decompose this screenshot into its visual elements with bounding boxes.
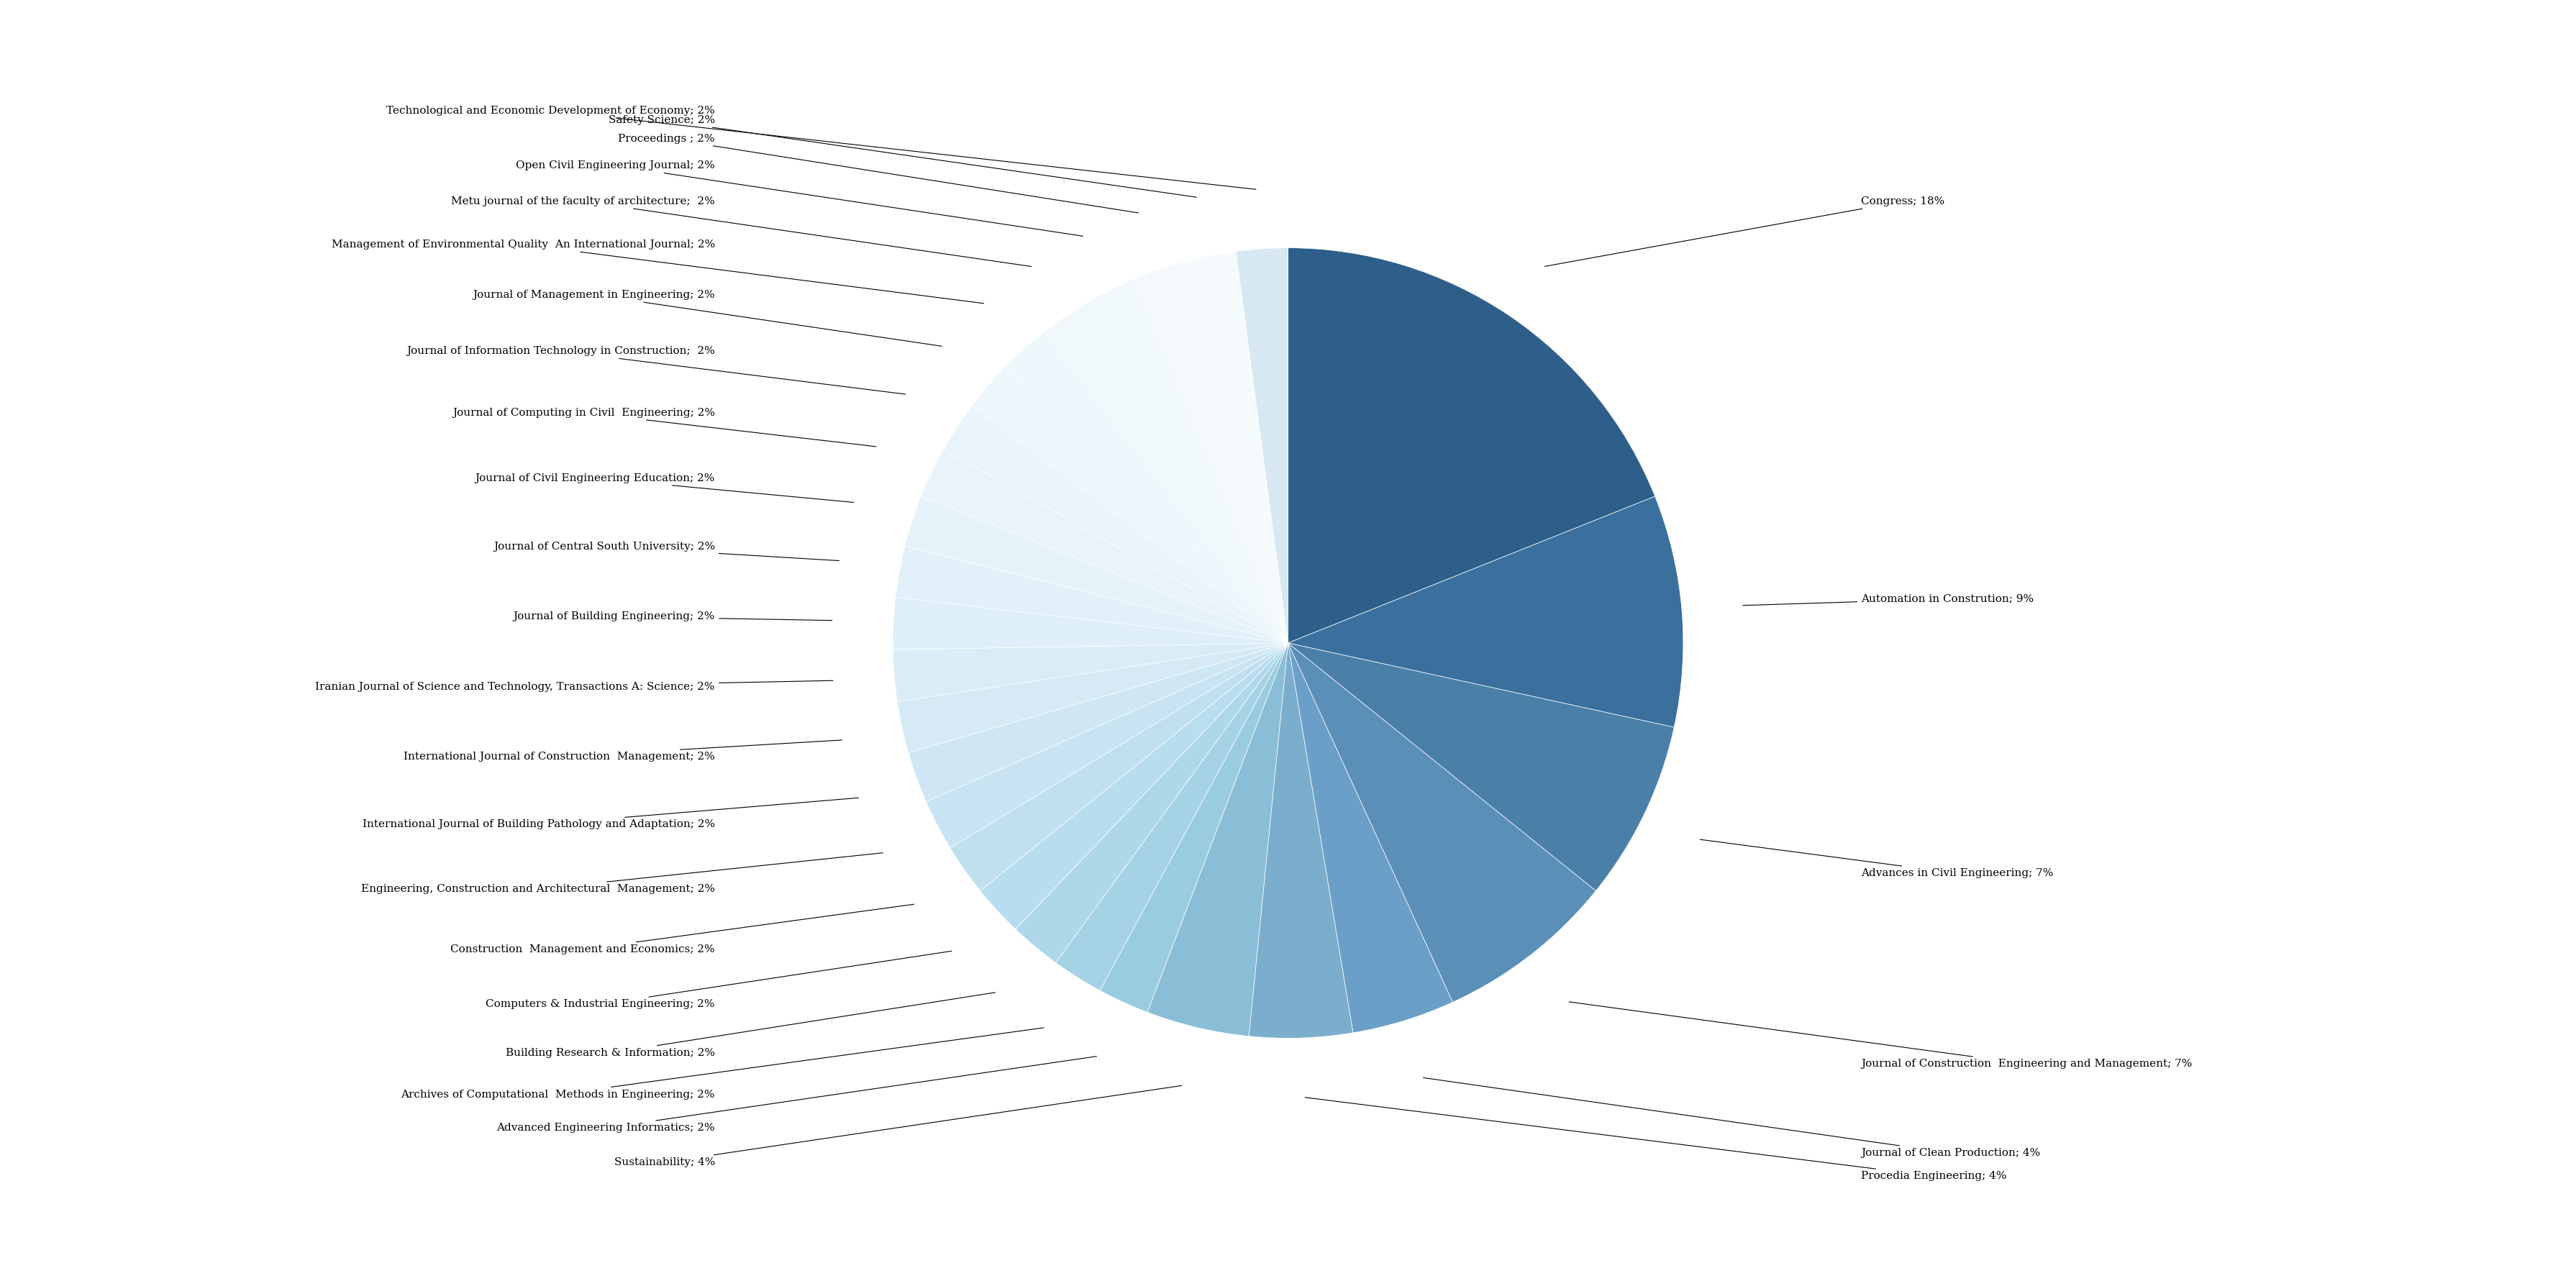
Text: Journal of Information Technology in Construction;  2%: Journal of Information Technology in Con… <box>407 346 907 395</box>
Text: Technological and Economic Development of Economy; 2%: Technological and Economic Development o… <box>386 105 1257 189</box>
Wedge shape <box>894 598 1288 649</box>
Text: Journal of Central South University; 2%: Journal of Central South University; 2% <box>495 541 840 561</box>
Wedge shape <box>894 643 1288 702</box>
Wedge shape <box>1288 643 1595 1002</box>
Text: Construction  Management and Economics; 2%: Construction Management and Economics; 2… <box>451 904 914 954</box>
Text: International Journal of Construction  Management; 2%: International Journal of Construction Ma… <box>404 739 842 761</box>
Wedge shape <box>1100 643 1288 1012</box>
Wedge shape <box>951 643 1288 891</box>
Wedge shape <box>1146 643 1288 1037</box>
Text: Journal of Civil Engineering Education; 2%: Journal of Civil Engineering Education; … <box>474 473 853 503</box>
Text: Journal of Clean Production; 4%: Journal of Clean Production; 4% <box>1425 1078 2040 1157</box>
Text: Procedia Engineering; 4%: Procedia Engineering; 4% <box>1306 1097 2007 1181</box>
Text: Automation in Constrution; 9%: Automation in Constrution; 9% <box>1744 594 2035 606</box>
Wedge shape <box>927 643 1288 847</box>
Wedge shape <box>1046 302 1288 643</box>
Wedge shape <box>922 449 1288 643</box>
Text: Safety Science; 2%: Safety Science; 2% <box>608 114 1195 197</box>
Text: Journal of Building Engineering; 2%: Journal of Building Engineering; 2% <box>513 612 832 621</box>
Wedge shape <box>1007 332 1288 643</box>
Text: Sustainability; 4%: Sustainability; 4% <box>613 1085 1182 1168</box>
Text: Congress; 18%: Congress; 18% <box>1546 197 1945 266</box>
Text: Journal of Computing in Civil  Engineering; 2%: Journal of Computing in Civil Engineerin… <box>453 408 876 446</box>
Text: Iranian Journal of Science and Technology, Transactions A: Science; 2%: Iranian Journal of Science and Technolog… <box>314 680 832 692</box>
Wedge shape <box>1136 261 1288 643</box>
Text: Building Research & Information; 2%: Building Research & Information; 2% <box>505 993 994 1058</box>
Wedge shape <box>1249 643 1352 1038</box>
Wedge shape <box>909 643 1288 801</box>
Text: Metu journal of the faculty of architecture;  2%: Metu journal of the faculty of architect… <box>451 197 1030 266</box>
Text: Computers & Industrial Engineering; 2%: Computers & Industrial Engineering; 2% <box>487 952 951 1010</box>
Wedge shape <box>1185 251 1288 643</box>
Text: Proceedings ; 2%: Proceedings ; 2% <box>618 134 1139 213</box>
Wedge shape <box>943 405 1288 643</box>
Text: Journal of Construction  Engineering and Management; 7%: Journal of Construction Engineering and … <box>1569 1002 2192 1069</box>
Wedge shape <box>1288 643 1674 891</box>
Wedge shape <box>981 643 1288 930</box>
Wedge shape <box>1236 248 1288 643</box>
Wedge shape <box>1288 496 1682 728</box>
Wedge shape <box>1056 643 1288 990</box>
Wedge shape <box>1288 643 1453 1033</box>
Text: Advanced Engineering Informatics; 2%: Advanced Engineering Informatics; 2% <box>497 1056 1097 1133</box>
Wedge shape <box>904 496 1288 643</box>
Wedge shape <box>1015 643 1288 963</box>
Text: Journal of Management in Engineering; 2%: Journal of Management in Engineering; 2% <box>474 289 943 346</box>
Wedge shape <box>896 547 1288 643</box>
Wedge shape <box>971 367 1288 643</box>
Text: Engineering, Construction and Architectural  Management; 2%: Engineering, Construction and Architectu… <box>361 853 884 894</box>
Text: International Journal of Building Pathology and Adaptation; 2%: International Journal of Building Pathol… <box>363 797 858 829</box>
Wedge shape <box>1288 248 1654 643</box>
Text: Advances in Civil Engineering; 7%: Advances in Civil Engineering; 7% <box>1700 840 2053 878</box>
Wedge shape <box>1090 279 1288 643</box>
Wedge shape <box>896 643 1288 752</box>
Text: Archives of Computational  Methods in Engineering; 2%: Archives of Computational Methods in Eng… <box>402 1028 1043 1100</box>
Text: Management of Environmental Quality  An International Journal; 2%: Management of Environmental Quality An I… <box>332 239 984 303</box>
Text: Open Civil Engineering Journal; 2%: Open Civil Engineering Journal; 2% <box>515 161 1082 237</box>
